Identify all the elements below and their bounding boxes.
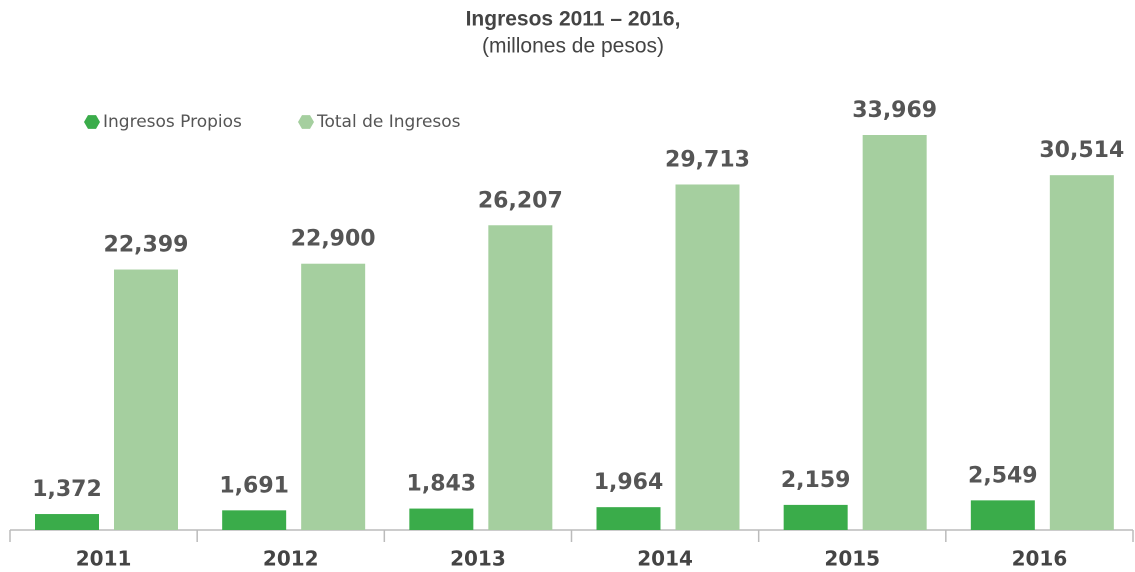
data-label: 2,549	[968, 463, 1038, 488]
data-label: 1,964	[594, 470, 664, 495]
x-tick-label: 2012	[263, 547, 319, 571]
bar	[862, 135, 927, 530]
data-label: 1,843	[407, 472, 477, 497]
bar	[970, 500, 1035, 530]
chart-subtitle: (millones de pesos)	[482, 35, 664, 58]
legend-marker	[84, 115, 100, 129]
bar	[783, 504, 848, 530]
chart-title: Ingresos 2011 – 2016,	[466, 8, 681, 31]
x-tick-label: 2014	[637, 547, 693, 571]
bar	[114, 269, 178, 530]
data-label: 1,691	[219, 473, 289, 498]
legend-marker	[298, 115, 314, 129]
x-tick-label: 2015	[824, 547, 880, 571]
bar	[301, 263, 366, 530]
x-tick-label: 2016	[1012, 547, 1068, 571]
data-label: 29,713	[665, 147, 750, 172]
bar	[222, 510, 287, 530]
legend-label: Ingresos Propios	[103, 112, 242, 132]
bar	[488, 225, 553, 530]
data-label: 2,159	[781, 468, 851, 493]
data-label: 1,372	[32, 477, 102, 502]
bar	[409, 508, 474, 530]
x-tick-label: 2013	[450, 547, 506, 571]
data-label: 33,969	[852, 98, 937, 123]
bar	[596, 507, 661, 530]
x-tick-label: 2011	[76, 547, 132, 571]
bar	[35, 514, 99, 530]
data-label: 30,514	[1039, 138, 1124, 163]
bar	[675, 184, 740, 531]
legend-label: Total de Ingresos	[316, 112, 461, 132]
bar	[1049, 175, 1114, 530]
data-label: 26,207	[478, 188, 563, 213]
data-label: 22,900	[291, 227, 376, 252]
data-label: 22,399	[104, 233, 189, 258]
